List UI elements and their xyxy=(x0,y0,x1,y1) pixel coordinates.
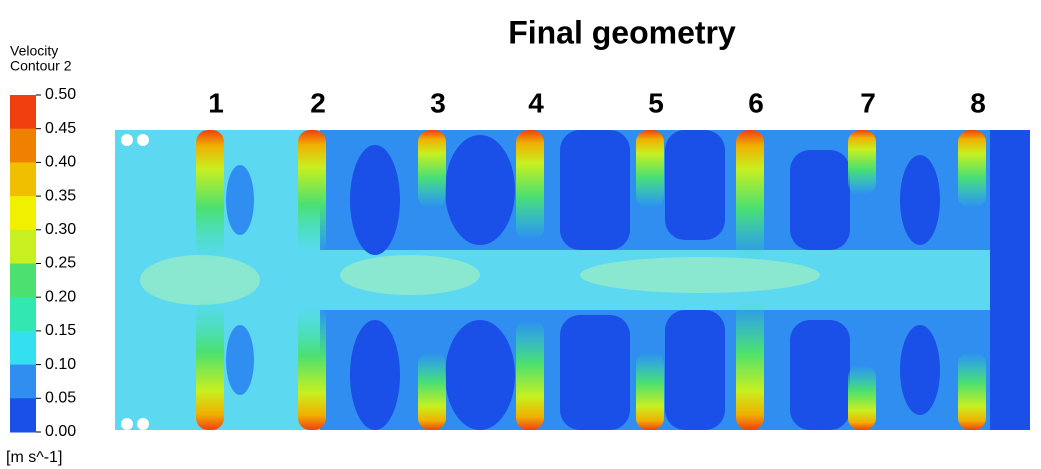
legend-title: Contour 2 xyxy=(10,58,72,74)
tick-label: 0.20 xyxy=(45,288,76,305)
jet-bottom xyxy=(418,352,446,430)
jet-label: 2 xyxy=(310,87,326,118)
colorbar-band xyxy=(10,297,36,332)
jet-label: 6 xyxy=(748,87,764,118)
jet-bottom xyxy=(958,352,986,430)
legend-title: Velocity xyxy=(10,43,58,59)
jet-label: 8 xyxy=(970,87,986,118)
jet-label: 3 xyxy=(430,87,446,118)
jet-top xyxy=(418,130,446,208)
jet-label: 7 xyxy=(860,87,876,118)
jet-top xyxy=(636,130,664,208)
tick-label: 0.40 xyxy=(45,154,76,171)
colorbar-band xyxy=(10,229,36,264)
colorbar-band xyxy=(10,196,36,231)
tick-label: 0.45 xyxy=(45,120,76,137)
jet-bottom xyxy=(848,365,876,430)
colorbar-band xyxy=(10,95,36,130)
jet-label: 1 xyxy=(208,87,224,118)
colorbar-band xyxy=(10,162,36,197)
colorbar-band xyxy=(10,398,36,433)
tick-label: 0.00 xyxy=(45,423,76,440)
jet-bottom xyxy=(196,300,224,430)
jet-top xyxy=(958,130,986,208)
tick-label: 0.15 xyxy=(45,322,76,339)
tick-label: 0.50 xyxy=(45,86,76,103)
jet-bottom xyxy=(298,306,326,430)
velocity-field xyxy=(115,130,1030,430)
jet-top xyxy=(516,130,544,241)
jet-bottom xyxy=(516,319,544,430)
jet-bottom xyxy=(636,352,664,430)
tick-label: 0.30 xyxy=(45,221,76,238)
jet-top xyxy=(736,130,764,260)
tick-label: 0.10 xyxy=(45,356,76,373)
tick-label: 0.05 xyxy=(45,390,76,407)
title: Final geometry xyxy=(508,14,736,50)
jet-top xyxy=(196,130,224,260)
jet-top xyxy=(848,130,876,195)
jet-label: 4 xyxy=(528,87,544,118)
jet-label: 5 xyxy=(648,87,664,118)
jet-bottom xyxy=(736,300,764,430)
tick-label: 0.25 xyxy=(45,255,76,272)
tick-label: 0.35 xyxy=(45,187,76,204)
legend-unit: [m s^-1] xyxy=(6,449,62,466)
jet-top xyxy=(298,130,326,254)
colorbar-band xyxy=(10,364,36,399)
colorbar-band xyxy=(10,263,36,298)
colorbar-band xyxy=(10,128,36,163)
colorbar-band xyxy=(10,330,36,366)
